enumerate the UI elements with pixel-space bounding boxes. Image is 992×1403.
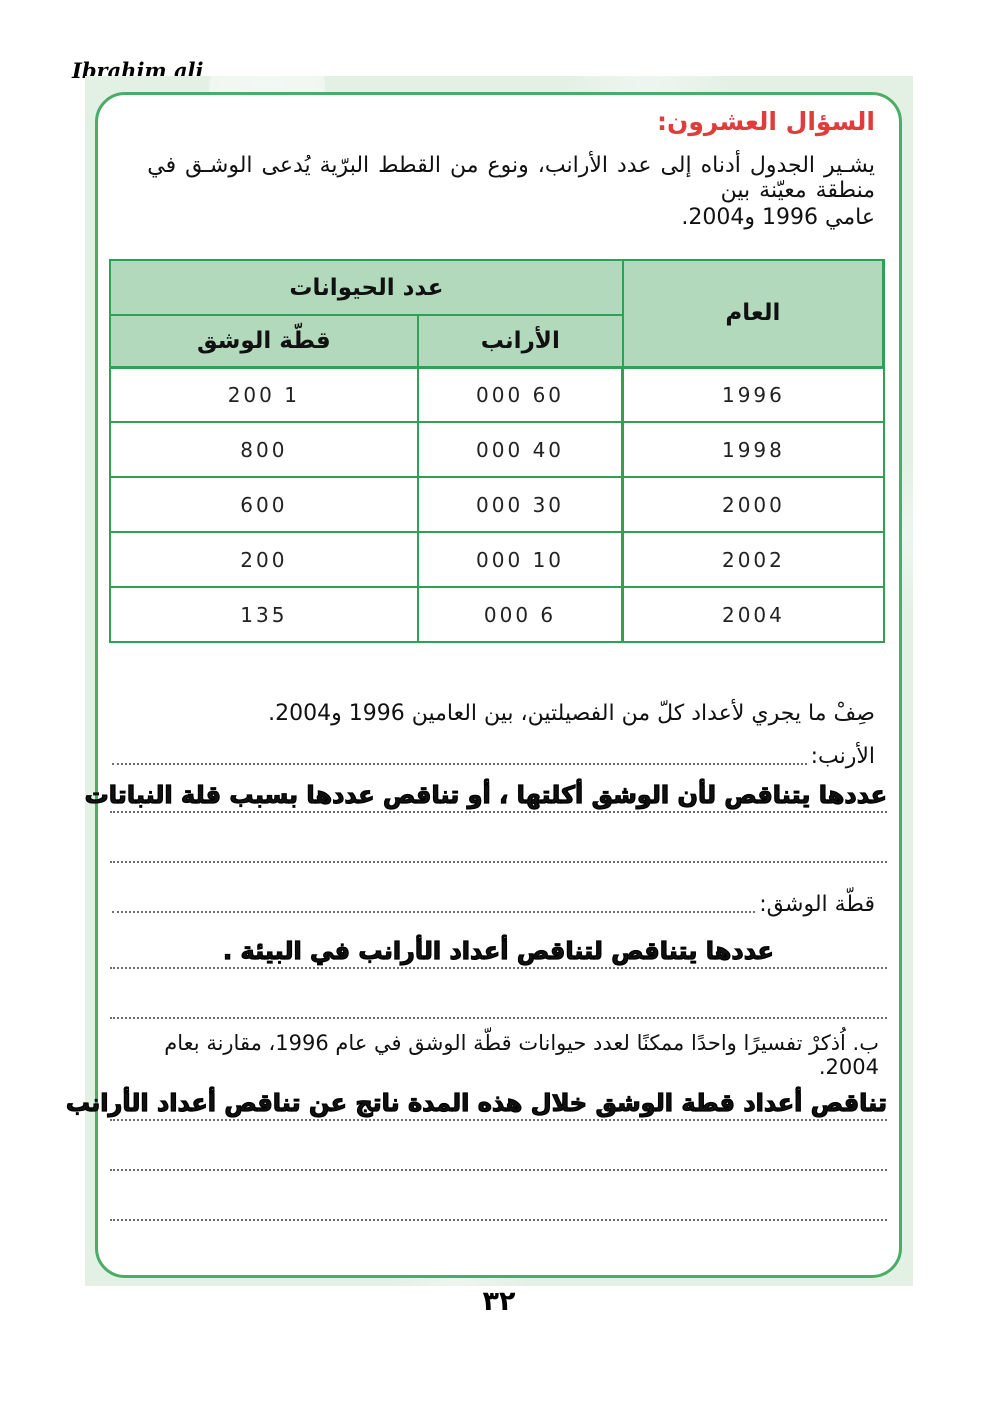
year-cell: 1998	[621, 421, 885, 478]
rabbits-cell: 10 000	[416, 531, 624, 588]
rabbits-cell: 6 000	[416, 586, 624, 643]
lynx-label: قطّة الوشق:	[759, 892, 875, 917]
question-card: السؤال العشرون: يشـير الجدول أدناه إلى ع…	[65, 92, 902, 1278]
lynx-answer: عددها يتناقص لتناقص أعداد الأرانب في الب…	[222, 936, 774, 965]
table-row: 2002 10 000 200	[109, 531, 885, 588]
lynx-cell: 800	[109, 421, 419, 478]
rabbits-cell: 40 000	[416, 421, 624, 478]
rabbits-cell: 30 000	[416, 476, 624, 533]
page-number: ٣٢	[482, 1286, 516, 1317]
table-row: 2004 6 000 135	[109, 586, 885, 643]
rabbit-answer: عددها يتناقص لأن الوشق أكلتها ، أو تناقص…	[84, 780, 887, 809]
question-intro-line-2: عامي 1996 و2004.	[681, 205, 875, 230]
answer-line	[110, 823, 887, 863]
year-cell: 2004	[621, 586, 885, 643]
table-header-year: العام	[621, 259, 885, 369]
lynx-cell: 600	[109, 476, 419, 533]
table-header-rabbits: الأرانب	[416, 314, 624, 369]
animals-table: العام عدد الحيوانات الأرانب قطّة الوشق 1…	[109, 259, 885, 643]
rabbit-answer-row: الأرنب:	[112, 737, 875, 769]
question-title: السؤال العشرون:	[657, 107, 875, 136]
answer-line	[110, 1131, 887, 1171]
part-a-prompt: صِفْ ما يجري لأعداد كلّ من الفصيلتين، بي…	[268, 701, 875, 726]
table-row: 1996 60 000 1 200	[109, 366, 885, 423]
year-cell: 2002	[621, 531, 885, 588]
lynx-cell: 1 200	[109, 366, 419, 423]
rabbit-label: الأرنب:	[810, 744, 875, 769]
animal-table-body: 1996 60 000 1 200 1998 40 000 800 2000 3…	[109, 366, 885, 643]
table-row: 1998 40 000 800	[109, 421, 885, 478]
lynx-cell: 135	[109, 586, 419, 643]
year-cell: 2000	[621, 476, 885, 533]
year-cell: 1996	[621, 366, 885, 423]
answer-line	[110, 979, 887, 1019]
lynx-answer-row: قطّة الوشق:	[112, 885, 875, 917]
answer-line	[112, 911, 756, 913]
lynx-cell: 200	[109, 531, 419, 588]
answer-line	[110, 1181, 887, 1221]
part-b-answer: تناقص أعداد قطة الوشق خلال هذه المدة نات…	[65, 1088, 887, 1117]
table-row: 2000 30 000 600	[109, 476, 885, 533]
part-b-answer-line: تناقص أعداد قطة الوشق خلال هذه المدة نات…	[65, 1081, 887, 1121]
lynx-answer-line: عددها يتناقص لتناقص أعداد الأرانب في الب…	[110, 929, 887, 969]
question-intro-line-1: يشـير الجدول أدناه إلى عدد الأرانب، ونوع…	[147, 153, 875, 203]
rabbits-cell: 60 000	[416, 366, 624, 423]
table-header-animal-count: عدد الحيوانات	[109, 259, 624, 316]
table-header-lynx: قطّة الوشق	[109, 314, 419, 369]
answer-line	[112, 763, 807, 765]
part-b-prompt: ب. اُذكرْ تفسيرًا واحدًا ممكنًا لعدد حيو…	[164, 1031, 879, 1079]
rabbit-answer-line: عددها يتناقص لأن الوشق أكلتها ، أو تناقص…	[84, 773, 887, 813]
